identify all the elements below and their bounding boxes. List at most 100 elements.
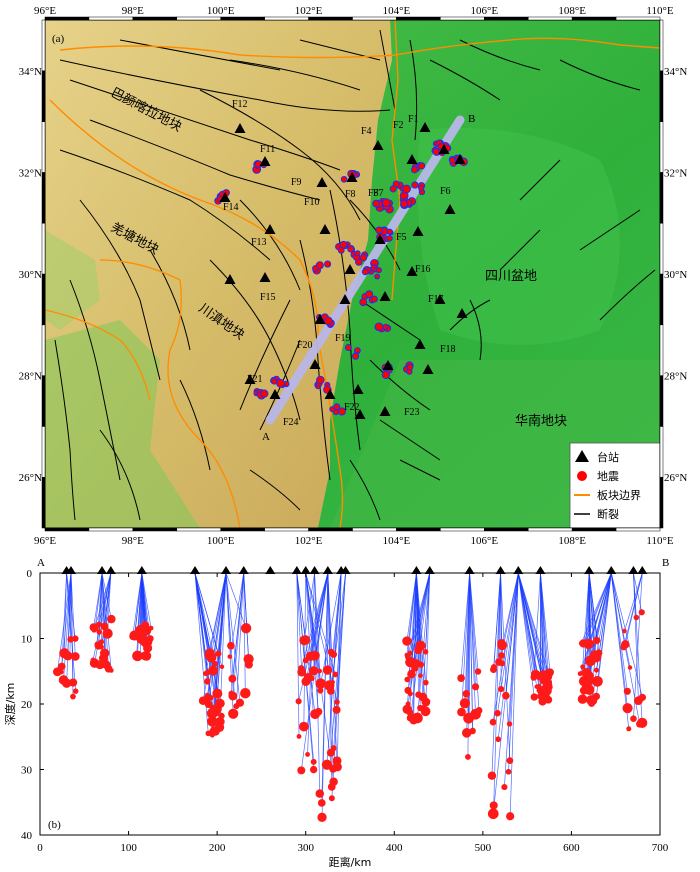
section-earthquake bbox=[330, 679, 335, 685]
ray-path bbox=[597, 573, 612, 682]
section-earthquake bbox=[407, 669, 416, 679]
fault-label-f4: F4 bbox=[361, 126, 372, 137]
section-earthquake bbox=[317, 799, 326, 807]
fault-line bbox=[54, 339, 76, 521]
frame-bar-left bbox=[41, 426, 46, 478]
section-y-tick-label: 30 bbox=[21, 765, 33, 777]
station-marker bbox=[419, 122, 431, 132]
section-earthquake bbox=[72, 688, 79, 694]
section-earthquake bbox=[67, 636, 74, 643]
fault-line bbox=[579, 209, 641, 251]
section-earthquake bbox=[70, 652, 80, 661]
legend-earthquake-symbol bbox=[577, 471, 587, 481]
section-earthquake bbox=[91, 627, 97, 633]
section-earthquake bbox=[505, 768, 512, 775]
ray-path bbox=[225, 573, 247, 629]
fault-line bbox=[199, 89, 361, 221]
legend-fault-label: 断裂 bbox=[597, 507, 619, 521]
section-earthquake bbox=[633, 614, 640, 621]
section-earthquake bbox=[462, 690, 471, 698]
station-marker bbox=[259, 272, 271, 282]
section-station bbox=[309, 566, 320, 574]
ray-path bbox=[586, 573, 590, 687]
station-marker bbox=[314, 314, 326, 324]
section-earthquake bbox=[303, 672, 313, 682]
earthquake-marker bbox=[333, 403, 341, 411]
station-marker bbox=[382, 360, 394, 370]
fault-label-f24: F24 bbox=[283, 417, 299, 428]
earthquake-marker bbox=[448, 156, 456, 164]
section-earthquake bbox=[404, 686, 412, 694]
map-lat-tick-left: 32°N bbox=[19, 167, 42, 179]
section-earthquake bbox=[589, 676, 595, 682]
section-earthquake bbox=[418, 692, 428, 702]
section-station bbox=[584, 566, 595, 574]
ray-path bbox=[416, 573, 427, 683]
map-lat-tick-right: 28°N bbox=[664, 371, 687, 383]
fault-line bbox=[179, 379, 211, 471]
section-earthquake bbox=[498, 652, 505, 659]
frame-bar-bottom bbox=[176, 527, 221, 532]
section-earthquake bbox=[209, 704, 216, 711]
station-marker bbox=[219, 192, 231, 202]
section-earthquake bbox=[107, 614, 116, 624]
section-station bbox=[221, 566, 231, 574]
section-earthquake bbox=[414, 648, 422, 655]
section-earthquake bbox=[471, 683, 480, 691]
ray-path bbox=[232, 573, 245, 679]
earthquake-marker bbox=[382, 323, 389, 330]
map-lon-tick-top: 106°E bbox=[470, 5, 498, 17]
fault-label-f1: F1 bbox=[408, 114, 419, 125]
section-x-tick-label: 500 bbox=[475, 842, 492, 854]
section-earthquake bbox=[407, 650, 413, 656]
section-earthquake bbox=[411, 664, 419, 672]
section-earthquake bbox=[461, 728, 472, 738]
block-label-sichuan-basin: 四川盆地 bbox=[485, 269, 537, 284]
section-earthquake bbox=[52, 667, 62, 677]
station-marker bbox=[269, 389, 281, 399]
legend-station-symbol bbox=[575, 450, 589, 462]
profile-label-a: A bbox=[262, 431, 270, 443]
map-panel-label: (a) bbox=[52, 33, 65, 45]
ray-path bbox=[303, 573, 307, 727]
frame-bar-left bbox=[41, 324, 46, 376]
map-legend: 台站 地震 板块边界 断裂 bbox=[569, 442, 660, 528]
frame-bar-bottom bbox=[132, 527, 178, 532]
fault-line bbox=[69, 279, 121, 481]
fault-line bbox=[519, 159, 561, 201]
section-earthquake bbox=[240, 623, 252, 634]
section-earthquake bbox=[579, 671, 584, 676]
station-marker bbox=[346, 172, 358, 182]
frame-bar-bottom bbox=[396, 527, 441, 532]
ray-path bbox=[93, 573, 112, 631]
section-earthquake bbox=[459, 698, 471, 709]
section-earthquake bbox=[404, 676, 411, 683]
fault-line bbox=[69, 79, 341, 171]
section-x-tick-label: 100 bbox=[120, 842, 137, 854]
section-earthquake bbox=[146, 635, 154, 643]
frame-bar-bottom bbox=[527, 527, 573, 532]
section-earthquake bbox=[489, 801, 498, 810]
fault-line bbox=[299, 239, 331, 481]
ray-path bbox=[504, 573, 519, 788]
section-station bbox=[606, 566, 617, 574]
earthquake-marker bbox=[375, 267, 382, 274]
section-earthquake bbox=[588, 699, 596, 707]
fault-line bbox=[429, 59, 501, 101]
ray-path bbox=[460, 573, 470, 679]
earthquake-marker bbox=[410, 166, 419, 174]
ray-path bbox=[491, 573, 501, 776]
station-marker bbox=[259, 156, 271, 166]
section-ylabel: 深度/km bbox=[3, 683, 17, 726]
map-lon-tick-bottom: 110°E bbox=[646, 535, 673, 547]
fault-label-f16: F16 bbox=[415, 264, 431, 275]
earthquake-marker bbox=[386, 235, 393, 242]
ray-path bbox=[610, 573, 643, 698]
section-earthquake bbox=[409, 715, 419, 725]
earthquake-marker bbox=[315, 261, 324, 270]
section-station bbox=[66, 566, 76, 574]
section-earthquake bbox=[326, 748, 335, 757]
earthquake-marker bbox=[260, 389, 269, 398]
